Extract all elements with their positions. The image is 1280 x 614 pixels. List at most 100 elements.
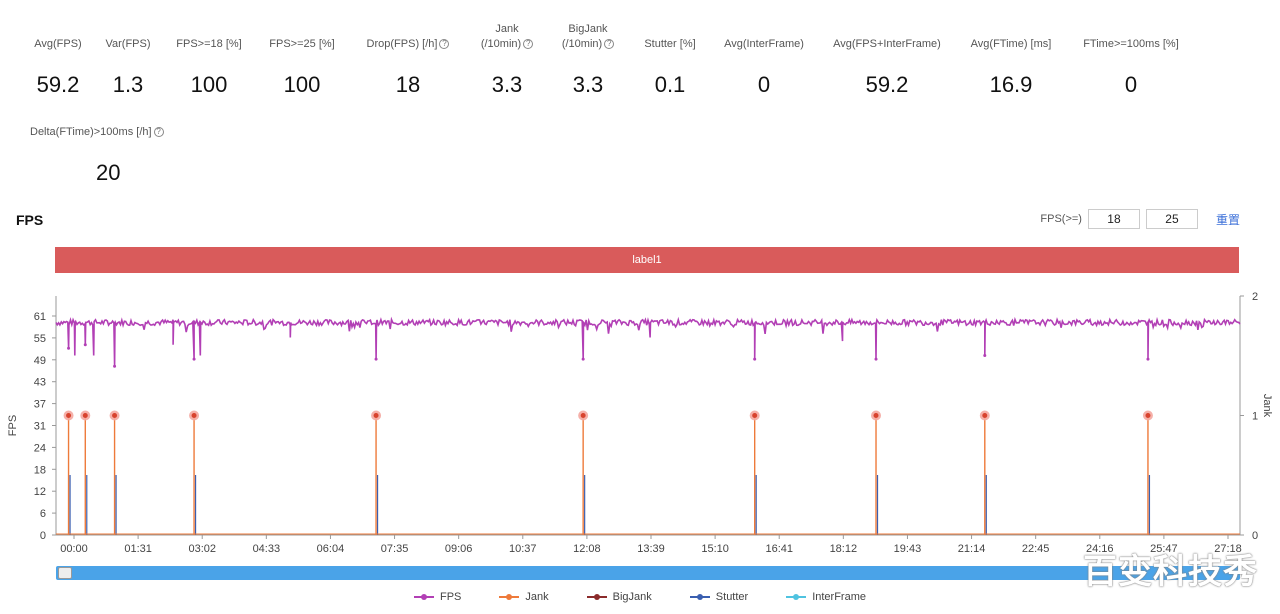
- fps-dip-point: [374, 357, 378, 361]
- x-tick-label: 09:06: [445, 543, 473, 555]
- metric-value: 59.2: [36, 72, 80, 97]
- metric-value: 0: [1124, 72, 1138, 97]
- metric-label: FTime>=100ms [%]: [1083, 38, 1179, 50]
- jank-event-dot: [752, 413, 758, 418]
- legend-label: InterFrame: [812, 591, 866, 603]
- x-tick-label: 22:45: [1022, 543, 1050, 555]
- fps-dip-point: [983, 353, 987, 357]
- x-tick-label: 13:39: [637, 543, 665, 555]
- metric-label: Jank: [495, 23, 519, 35]
- metric-label: Avg(InterFrame): [724, 38, 804, 50]
- jank-event-dot: [873, 413, 879, 418]
- metric-ftime-100ms: FTime>=100ms [%] 0: [1071, 37, 1191, 117]
- reset-button[interactable]: 重置: [1215, 212, 1240, 227]
- x-tick-label: 01:31: [124, 543, 152, 555]
- x-tick-label: 24:16: [1086, 543, 1114, 555]
- fps-threshold-label: FPS(>=): [1040, 213, 1082, 225]
- chart-legend: FPS Jank BigJank Stutter InterFrame: [0, 591, 1280, 603]
- fps-dip-point: [753, 357, 757, 361]
- fps-dip-point: [874, 357, 878, 361]
- fps-series-line: [55, 316, 1241, 367]
- x-tick-label: 00:00: [60, 543, 88, 555]
- section-title: FPS: [16, 212, 44, 228]
- x-tick-label: 03:02: [188, 543, 216, 555]
- metric-avg-interframe: Avg(InterFrame) 0: [709, 37, 819, 117]
- jank-event-dot: [1145, 413, 1151, 418]
- legend-item-jank[interactable]: Jank: [499, 591, 549, 603]
- metric-jank: Jank (/10min)? 3.3: [467, 22, 547, 102]
- x-tick-label: 21:14: [958, 543, 986, 555]
- y-tick-label: 49: [34, 355, 46, 367]
- metric-avg-fps-interframe: Avg(FPS+InterFrame) 59.2: [817, 37, 957, 117]
- jank-event-dot: [191, 413, 197, 418]
- x-tick-label: 07:35: [381, 543, 409, 555]
- help-icon[interactable]: ?: [153, 127, 164, 138]
- help-icon[interactable]: ?: [604, 39, 615, 50]
- x-tick-label: 15:10: [701, 543, 729, 555]
- x-tick-label: 12:08: [573, 543, 601, 555]
- jank-event-dot: [82, 413, 88, 418]
- legend-swatch-icon: [499, 594, 520, 600]
- fps-threshold-input-1[interactable]: [1087, 209, 1140, 229]
- legend-item-fps[interactable]: FPS: [414, 591, 461, 603]
- metric-label: Avg(FPS+InterFrame): [833, 38, 941, 50]
- legend-swatch-icon: [414, 594, 434, 600]
- watermark: 百变科技秀: [1083, 553, 1258, 591]
- metric-label: FPS>=25 [%]: [269, 38, 335, 50]
- x-tick-label: 18:12: [830, 543, 858, 555]
- x-tick-label: 19:43: [894, 543, 922, 555]
- metric-value: 59.2: [865, 72, 909, 97]
- fps-dip-point: [192, 357, 196, 361]
- slider-handle[interactable]: [58, 567, 72, 579]
- y-tick-label: 24: [34, 442, 46, 454]
- fps-dip-point: [83, 343, 87, 347]
- metric-value: 16.9: [989, 72, 1033, 97]
- y-tick-label: 55: [34, 333, 46, 345]
- legend-swatch-icon: [586, 594, 607, 600]
- legend-item-stutter[interactable]: Stutter: [689, 591, 749, 603]
- metric-value: 0.1: [654, 72, 686, 97]
- help-icon[interactable]: ?: [523, 39, 534, 50]
- legend-swatch-icon: [689, 594, 710, 600]
- time-range-slider[interactable]: [56, 566, 1240, 580]
- fps-dip-point: [581, 357, 585, 361]
- fps-dip-point: [1146, 357, 1150, 361]
- x-tick-label: 16:41: [765, 543, 793, 555]
- fps-threshold-control: FPS(>=) 重置: [1040, 209, 1240, 229]
- legend-swatch-icon: [786, 594, 807, 600]
- y-tick-label: 37: [34, 399, 46, 411]
- y-tick-label: 31: [34, 421, 46, 433]
- legend-item-bigjank[interactable]: BigJank: [586, 591, 652, 603]
- metric-label: Var(FPS): [105, 38, 151, 50]
- metric-bigjank: BigJank (/10min)? 3.3: [548, 22, 628, 102]
- y-tick-label: 18: [34, 464, 46, 476]
- metric-label: Drop(FPS) [/h]?: [353, 37, 463, 52]
- metric-value: 0: [757, 72, 771, 97]
- metric-label: Avg(FPS): [34, 38, 82, 50]
- legend-label: FPS: [440, 591, 462, 603]
- metric-label: FPS>=18 [%]: [176, 38, 242, 50]
- metric-var-fps: Var(FPS) 1.3: [93, 37, 163, 117]
- metric-drop-fps-h: Drop(FPS) [/h]? 18: [353, 37, 463, 117]
- legend-label: Stutter: [715, 591, 749, 603]
- metric-label-line2: (/10min)?: [548, 37, 628, 52]
- jank-event-dot: [112, 413, 118, 418]
- y2-axis-label: Jank: [1261, 394, 1273, 418]
- jank-event-dot: [982, 413, 988, 418]
- metric-fps-18: FPS>=18 [%] 100: [164, 37, 254, 117]
- metric-value: 1.3: [112, 72, 144, 97]
- metric-value: 20: [96, 160, 121, 185]
- label-bar[interactable]: label1: [55, 247, 1239, 273]
- legend-item-interframe[interactable]: InterFrame: [786, 591, 866, 603]
- y-tick-label: 0: [40, 530, 46, 542]
- x-tick-label: 06:04: [317, 543, 345, 555]
- fps-dip-point: [113, 364, 117, 368]
- jank-event-dot: [66, 413, 72, 418]
- fps-threshold-input-2[interactable]: [1145, 209, 1198, 229]
- y2-tick-label: 0: [1252, 530, 1258, 542]
- x-tick-label: 04:33: [253, 543, 281, 555]
- help-icon[interactable]: ?: [439, 39, 450, 50]
- metric-value: 18: [395, 72, 421, 97]
- y-axis-label: FPS: [7, 415, 19, 436]
- y-tick-label: 6: [40, 508, 46, 520]
